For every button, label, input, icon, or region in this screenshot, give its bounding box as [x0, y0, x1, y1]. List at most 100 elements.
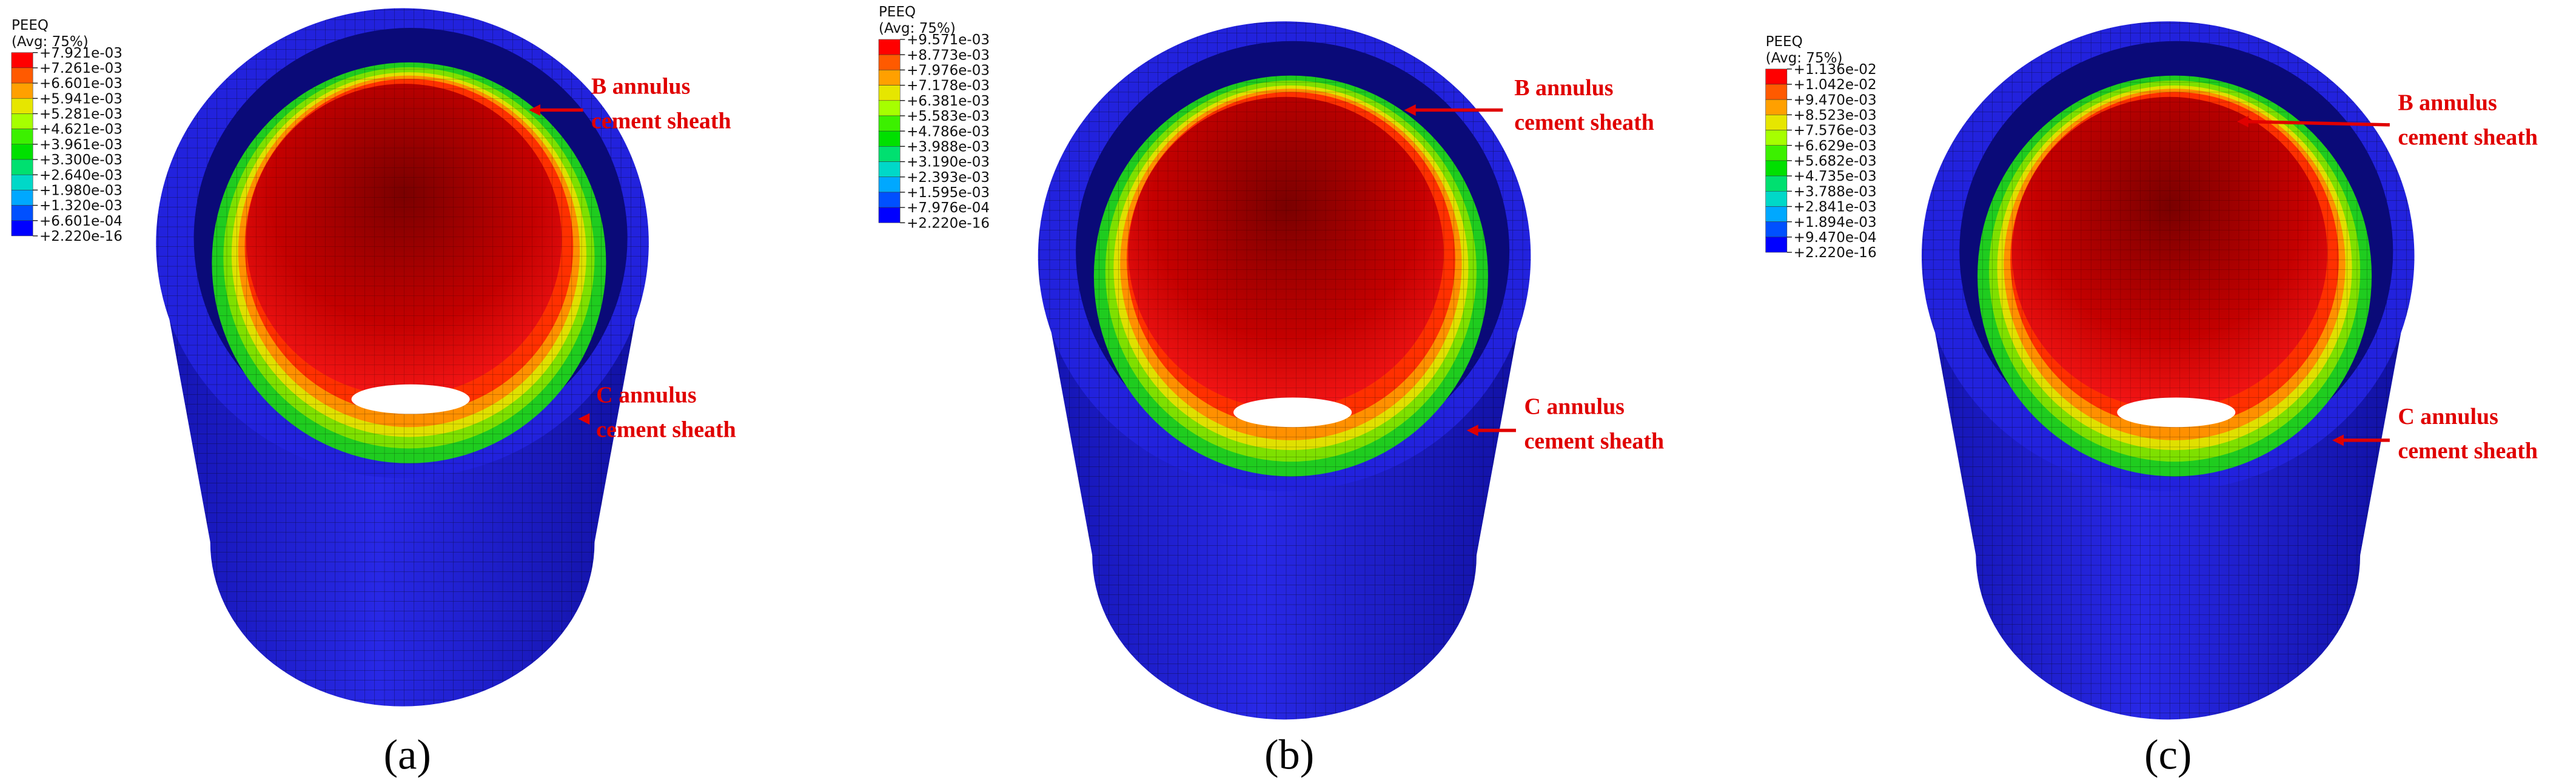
bore-opening [351, 384, 470, 414]
legend-title: PEEQ [1766, 34, 1803, 50]
caption: (a) [384, 731, 431, 779]
legend-label: +8.523e-03 [1794, 107, 1877, 123]
legend-swatch [878, 130, 901, 147]
legend-swatch [11, 174, 33, 190]
legend-swatch [1765, 145, 1788, 161]
annotation: C annulus [2398, 404, 2498, 429]
legend-label: +1.042e-02 [1794, 77, 1877, 93]
arrow-head [1404, 104, 1416, 116]
mesh [246, 84, 562, 396]
legend-label: +9.470e-04 [1794, 230, 1877, 246]
legend-swatch [11, 129, 33, 145]
legend-label: +2.220e-16 [39, 229, 122, 244]
panel [1038, 21, 1531, 720]
legend-label: +6.601e-03 [39, 76, 122, 92]
legend-label: +3.300e-03 [39, 152, 122, 168]
legend-label: +6.629e-03 [1794, 138, 1877, 154]
legend-swatch [1765, 237, 1788, 253]
legend-swatch [11, 82, 33, 99]
legend-swatch [878, 54, 901, 70]
legend-swatch [11, 205, 33, 221]
annotation: cement sheath [2398, 124, 2538, 150]
legend-label: +3.961e-03 [39, 137, 122, 153]
legend-label: +6.601e-04 [39, 213, 122, 229]
bore-opening [1233, 397, 1352, 428]
arrow-head [578, 413, 590, 425]
legend-swatch [11, 159, 33, 175]
legend-swatch [878, 115, 901, 132]
legend-label: +1.136e-02 [1794, 62, 1877, 78]
legend-swatch [878, 161, 901, 177]
legend-swatch [11, 52, 33, 69]
caption: (b) [1264, 731, 1314, 779]
legend-swatch [1765, 190, 1788, 207]
panel [156, 8, 649, 707]
legend-subtitle: (Avg: 75%) [1766, 50, 1843, 66]
legend-title: PEEQ [879, 4, 916, 20]
annotation: B annulus [2398, 90, 2497, 115]
legend-label: +2.640e-03 [39, 167, 122, 183]
legend-swatch [878, 70, 901, 86]
legend-label: +5.583e-03 [907, 109, 990, 124]
legend-label: +4.621e-03 [39, 122, 122, 138]
legend-swatch [878, 85, 901, 101]
legend-label: +1.894e-03 [1794, 215, 1877, 230]
legend-label: +4.735e-03 [1794, 169, 1877, 184]
legend-swatch [1765, 160, 1788, 176]
legend-label: +1.595e-03 [907, 185, 990, 201]
legend-label: +6.381e-03 [907, 93, 990, 109]
legend-swatch [1765, 69, 1788, 85]
legend-subtitle: (Avg: 75%) [12, 34, 89, 50]
legend-label: +2.393e-03 [907, 170, 990, 186]
legend-swatch [878, 146, 901, 162]
caption: (c) [2144, 731, 2192, 779]
legend-label: +7.976e-04 [907, 200, 990, 216]
legend-label: +5.682e-03 [1794, 153, 1877, 169]
legend-label: +2.220e-16 [1794, 245, 1877, 261]
legend-label: +7.178e-03 [907, 78, 990, 94]
legend-swatch [1765, 99, 1788, 115]
arrow-head [529, 104, 541, 116]
mesh [1128, 96, 1444, 409]
legend-label: +3.788e-03 [1794, 184, 1877, 200]
legend-swatch [878, 207, 901, 223]
legend-label: +1.320e-03 [39, 198, 122, 214]
panel [1921, 21, 2415, 720]
arrow-head [2236, 115, 2249, 127]
annotation: cement sheath [591, 108, 731, 133]
legend-label: +7.261e-03 [39, 61, 122, 76]
annotation: B annulus [591, 73, 690, 99]
legend-swatch [1765, 175, 1788, 192]
legend-label: +3.988e-03 [907, 139, 990, 155]
annotation: B annulus [1514, 75, 1613, 101]
legend-label: +7.576e-03 [1794, 123, 1877, 139]
annotation-arrow [2245, 119, 2390, 127]
legend-swatch [878, 176, 901, 193]
legend-swatch [11, 67, 33, 84]
legend-label: +5.281e-03 [39, 107, 122, 123]
legend-swatch [878, 100, 901, 116]
legend-swatch [11, 190, 33, 206]
arrow-head [2332, 434, 2344, 446]
arrow-head [1466, 425, 1478, 437]
annotation: cement sheath [2398, 439, 2538, 464]
legend-label: +3.190e-03 [907, 155, 990, 170]
legend-swatch [878, 192, 901, 208]
annotation: C annulus [596, 383, 696, 408]
legend-swatch [11, 144, 33, 160]
legend-label: +8.773e-03 [907, 47, 990, 63]
legend-label: +9.571e-03 [907, 32, 990, 48]
figure-content: PEEQ(Avg: 75%)+7.921e-03+7.261e-03+6.601… [11, 4, 2538, 779]
annotation: cement sheath [1514, 110, 1654, 135]
legend-swatch [1765, 130, 1788, 146]
legend-subtitle: (Avg: 75%) [879, 21, 956, 36]
mesh [2011, 96, 2327, 409]
legend-label: +9.470e-03 [1794, 92, 1877, 108]
legend-label: +7.921e-03 [39, 45, 122, 61]
legend-swatch [1765, 84, 1788, 100]
legend-label: +2.220e-16 [907, 215, 990, 231]
legend-label: +1.980e-03 [39, 183, 122, 198]
legend-swatch [1765, 115, 1788, 130]
